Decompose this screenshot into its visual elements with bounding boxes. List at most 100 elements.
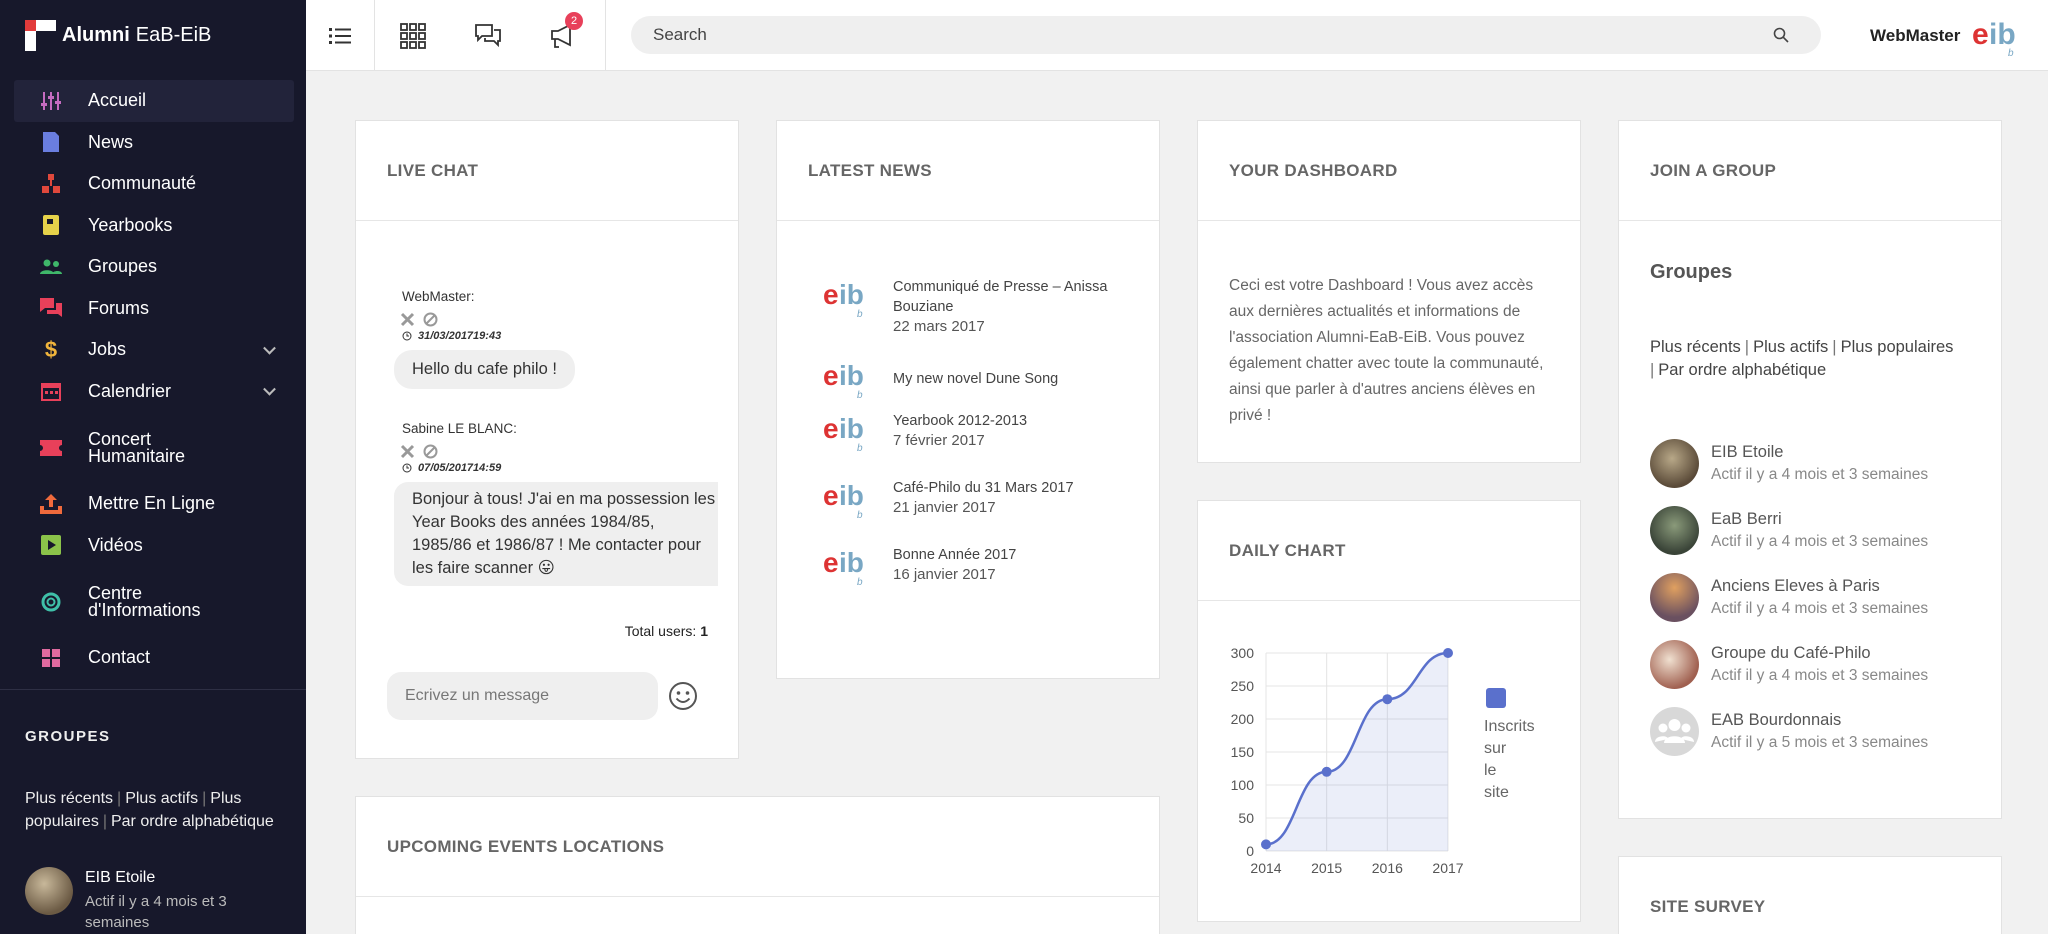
- news-title[interactable]: My new novel Dune Song: [893, 371, 1059, 387]
- chevron-down-icon[interactable]: [263, 341, 276, 355]
- daily-chart: 0 50 100 150 200 250 300 2014 2015 2016 2017 Inscri…: [1231, 645, 1535, 876]
- news-date: 21 janvier 2017: [893, 499, 996, 516]
- filter-active-link[interactable]: Plus actifs: [125, 789, 199, 807]
- group-item[interactable]: EaB Berri Actif il y a 4 mois et 3 semai…: [1650, 506, 1928, 555]
- notifications-button[interactable]: 2: [525, 0, 600, 71]
- latest-news-card: LATEST NEWS e ib b Communiqué de Presse – …: [776, 120, 1160, 679]
- group-item[interactable]: EAB Bourdonnais Actif il y a 5 mois et 3…: [1650, 707, 1928, 756]
- group-name[interactable]: Groupe du Café-Philo: [1711, 644, 1871, 662]
- sidebar-groups-title: GROUPES: [25, 727, 111, 745]
- news-logo-icon: e ib b: [823, 358, 873, 401]
- y-tick-label: 200: [1231, 711, 1255, 727]
- group-item[interactable]: Anciens Eleves à Paris Actif il y a 4 mo…: [1650, 573, 1928, 622]
- news-date: 22 mars 2017: [893, 318, 985, 335]
- group-item[interactable]: Groupe du Café-Philo Actif il y a 4 mois…: [1650, 640, 1928, 689]
- data-point: [1443, 648, 1453, 658]
- sidebar-item-label: Vidéos: [88, 534, 143, 555]
- clock-icon: [402, 463, 412, 473]
- sidebar-item-centre-d-informations[interactable]: Centre d'Informations: [14, 566, 294, 637]
- y-tick-label: 50: [1238, 810, 1254, 826]
- news-title[interactable]: Communiqué de Presse – Anissa Bouziane: [893, 279, 1108, 315]
- site-survey-title: SITE SURVEY: [1619, 857, 2001, 934]
- group-name[interactable]: EaB Berri: [1711, 510, 1782, 528]
- series-area: [1266, 653, 1448, 851]
- sidebar-item-label: Jobs: [88, 339, 127, 360]
- chat-message-input[interactable]: [387, 672, 658, 720]
- chat-message: WebMaster: 31/03/201719:43 Hello du cafe…: [394, 289, 575, 389]
- search-icon[interactable]: [1773, 27, 1789, 43]
- filter-alpha-link[interactable]: Par ordre alphabétique: [110, 812, 274, 830]
- message-author: Sabine LE BLANC:: [402, 421, 517, 436]
- lifebuoy-icon: [40, 592, 62, 612]
- sidebar-item-forums[interactable]: Forums: [14, 288, 294, 330]
- sidebar-item-news[interactable]: News: [14, 122, 294, 164]
- dashboard-text: Ceci est votre Dashboard ! Vous avez acc…: [1229, 277, 1544, 424]
- sidebar-item-concert-humanitaire[interactable]: Concert Humanitaire: [14, 412, 294, 483]
- news-item[interactable]: e ib b My new novel Dune Song: [823, 358, 1123, 401]
- emoji-icon[interactable]: [668, 681, 698, 711]
- group-avatar: [1650, 439, 1699, 488]
- filter-active-link[interactable]: Plus actifs: [1753, 338, 1829, 356]
- book-icon: [40, 215, 62, 236]
- group-name[interactable]: Anciens Eleves à Paris: [1711, 577, 1880, 595]
- svg-text:ib: ib: [1989, 18, 2016, 51]
- sidebar-item-yearbooks[interactable]: Yearbooks: [14, 205, 294, 247]
- y-tick-label: 0: [1246, 843, 1254, 859]
- legend-label: sur: [1484, 740, 1507, 757]
- filter-recent-link[interactable]: Plus récents: [1650, 338, 1741, 356]
- delete-message-icon[interactable]: [400, 444, 415, 459]
- news-logo-icon: e ib b: [823, 411, 873, 454]
- sidebar-item-label: News: [88, 131, 134, 152]
- group-name[interactable]: EIB Etoile: [85, 868, 156, 886]
- sidebar-item-mettre-en-ligne[interactable]: Mettre En Ligne: [14, 483, 294, 525]
- live-chat-card: LIVE CHAT WebMaster: 31/03/201719:43 Hel…: [355, 120, 739, 759]
- site-logo[interactable]: Alumni EaB-EiB: [0, 0, 306, 70]
- filter-popular-link[interactable]: Plus populaires: [25, 789, 242, 830]
- news-item[interactable]: e ib b Yearbook 2012-2013 7 février 2017: [823, 411, 1123, 454]
- sidebar-item-communauté[interactable]: Communauté: [14, 163, 294, 205]
- legend-label: le: [1484, 762, 1497, 779]
- eib-logo-icon[interactable]: e ibb: [1972, 14, 2024, 58]
- chevron-down-icon[interactable]: [263, 383, 276, 396]
- sidebar-group-item[interactable]: EIB Etoile Actif il y a 4 mois et 3 sema…: [25, 866, 306, 933]
- news-title[interactable]: Bonne Année 2017: [893, 547, 1017, 563]
- search-bar: [631, 16, 1821, 54]
- filter-recent-link[interactable]: Plus récents: [25, 789, 114, 807]
- sidebar-item-groupes[interactable]: Groupes: [14, 246, 294, 288]
- legend-swatch: [1486, 688, 1506, 708]
- message-time: 07/05/201714:59: [418, 462, 502, 474]
- messages-button[interactable]: [450, 0, 525, 71]
- sidebar-item-label: Contact: [88, 647, 151, 668]
- filter-alpha-link[interactable]: Par ordre alphabétique: [1658, 361, 1827, 379]
- news-item[interactable]: e ib b Communiqué de Presse – Anissa Bouzi…: [823, 277, 1123, 337]
- sidebar-item-vidéos[interactable]: Vidéos: [14, 525, 294, 567]
- sidebar-item-calendrier[interactable]: Calendrier: [14, 371, 294, 413]
- filter-popular-link[interactable]: Plus populaires: [1840, 338, 1954, 356]
- sidebar-item-accueil[interactable]: Accueil: [14, 80, 294, 122]
- group-activity: Actif il y a 4 mois et 3 semaines: [1711, 600, 1929, 617]
- group-filters: Plus récents | Plus actifs | Plus populaires…: [1650, 338, 1954, 379]
- menu-toggle-button[interactable]: [306, 0, 374, 71]
- news-item[interactable]: e ib b Café-Philo du 31 Mars 2017 21 janvi…: [823, 478, 1123, 521]
- upcoming-events-card: UPCOMING EVENTS LOCATIONS: [355, 796, 1160, 934]
- group-name[interactable]: EAB Bourdonnais: [1711, 711, 1842, 729]
- group-item[interactable]: EIB Etoile Actif il y a 4 mois et 3 sema…: [1650, 439, 1928, 488]
- news-item[interactable]: e ib b Bonne Année 2017 16 janvier 2017: [823, 545, 1123, 588]
- news-title[interactable]: Café-Philo du 31 Mars 2017: [893, 480, 1074, 496]
- block-user-icon[interactable]: [423, 444, 438, 459]
- delete-message-icon[interactable]: [400, 312, 415, 327]
- sidebar-item-jobs[interactable]: $ Jobs: [14, 329, 294, 371]
- search-input[interactable]: [653, 25, 1753, 45]
- apps-button[interactable]: [375, 0, 450, 71]
- group-activity: Actif il y a 4 mois et 3 semaines: [1711, 667, 1929, 684]
- sidebar-item-contact[interactable]: Contact: [14, 637, 294, 679]
- block-user-icon[interactable]: [423, 312, 438, 327]
- group-name[interactable]: EIB Etoile: [1711, 443, 1784, 461]
- svg-text:ib: ib: [839, 480, 864, 511]
- list-icon: [329, 27, 351, 44]
- logo-text: EaB-EiB: [135, 23, 212, 46]
- svg-text:ib: ib: [839, 360, 864, 391]
- news-title[interactable]: Yearbook 2012-2013: [893, 413, 1028, 429]
- user-name[interactable]: WebMaster: [1870, 26, 1961, 45]
